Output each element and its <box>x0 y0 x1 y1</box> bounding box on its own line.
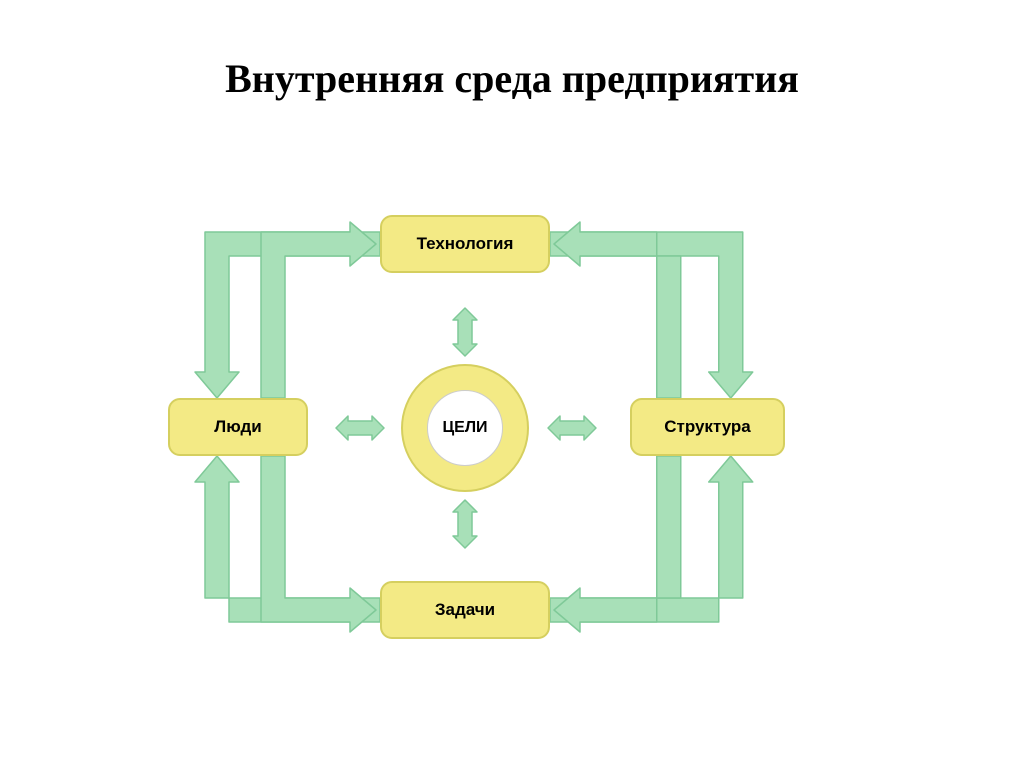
node-people: Люди <box>168 398 308 456</box>
arrow-left-to-top <box>261 222 376 398</box>
arrows-layer <box>0 0 1024 767</box>
node-structure-label: Структура <box>664 417 751 437</box>
node-technology-label: Технология <box>417 234 514 254</box>
node-tasks: Задачи <box>380 581 550 639</box>
node-goals: ЦЕЛИ <box>427 390 503 466</box>
arrow-bottom-to-right <box>550 456 753 622</box>
bi-arrow-center-bottom <box>453 500 477 548</box>
arrow-right-to-top <box>554 222 681 398</box>
arrow-bottom-to-left <box>195 456 380 622</box>
arrow-right-to-bottom <box>554 456 681 632</box>
arrow-top-to-left <box>195 232 380 398</box>
node-technology: Технология <box>380 215 550 273</box>
node-people-label: Люди <box>214 417 261 437</box>
bi-arrow-center-right <box>548 416 596 440</box>
arrow-left-to-bottom <box>261 456 376 632</box>
node-structure: Структура <box>630 398 785 456</box>
node-tasks-label: Задачи <box>435 600 495 620</box>
page-title: Внутренняя среда предприятия <box>0 55 1024 102</box>
bi-arrow-center-left <box>336 416 384 440</box>
arrow-top-to-right <box>550 232 753 398</box>
bi-arrow-center-top <box>453 308 477 356</box>
node-goals-label: ЦЕЛИ <box>442 419 487 437</box>
